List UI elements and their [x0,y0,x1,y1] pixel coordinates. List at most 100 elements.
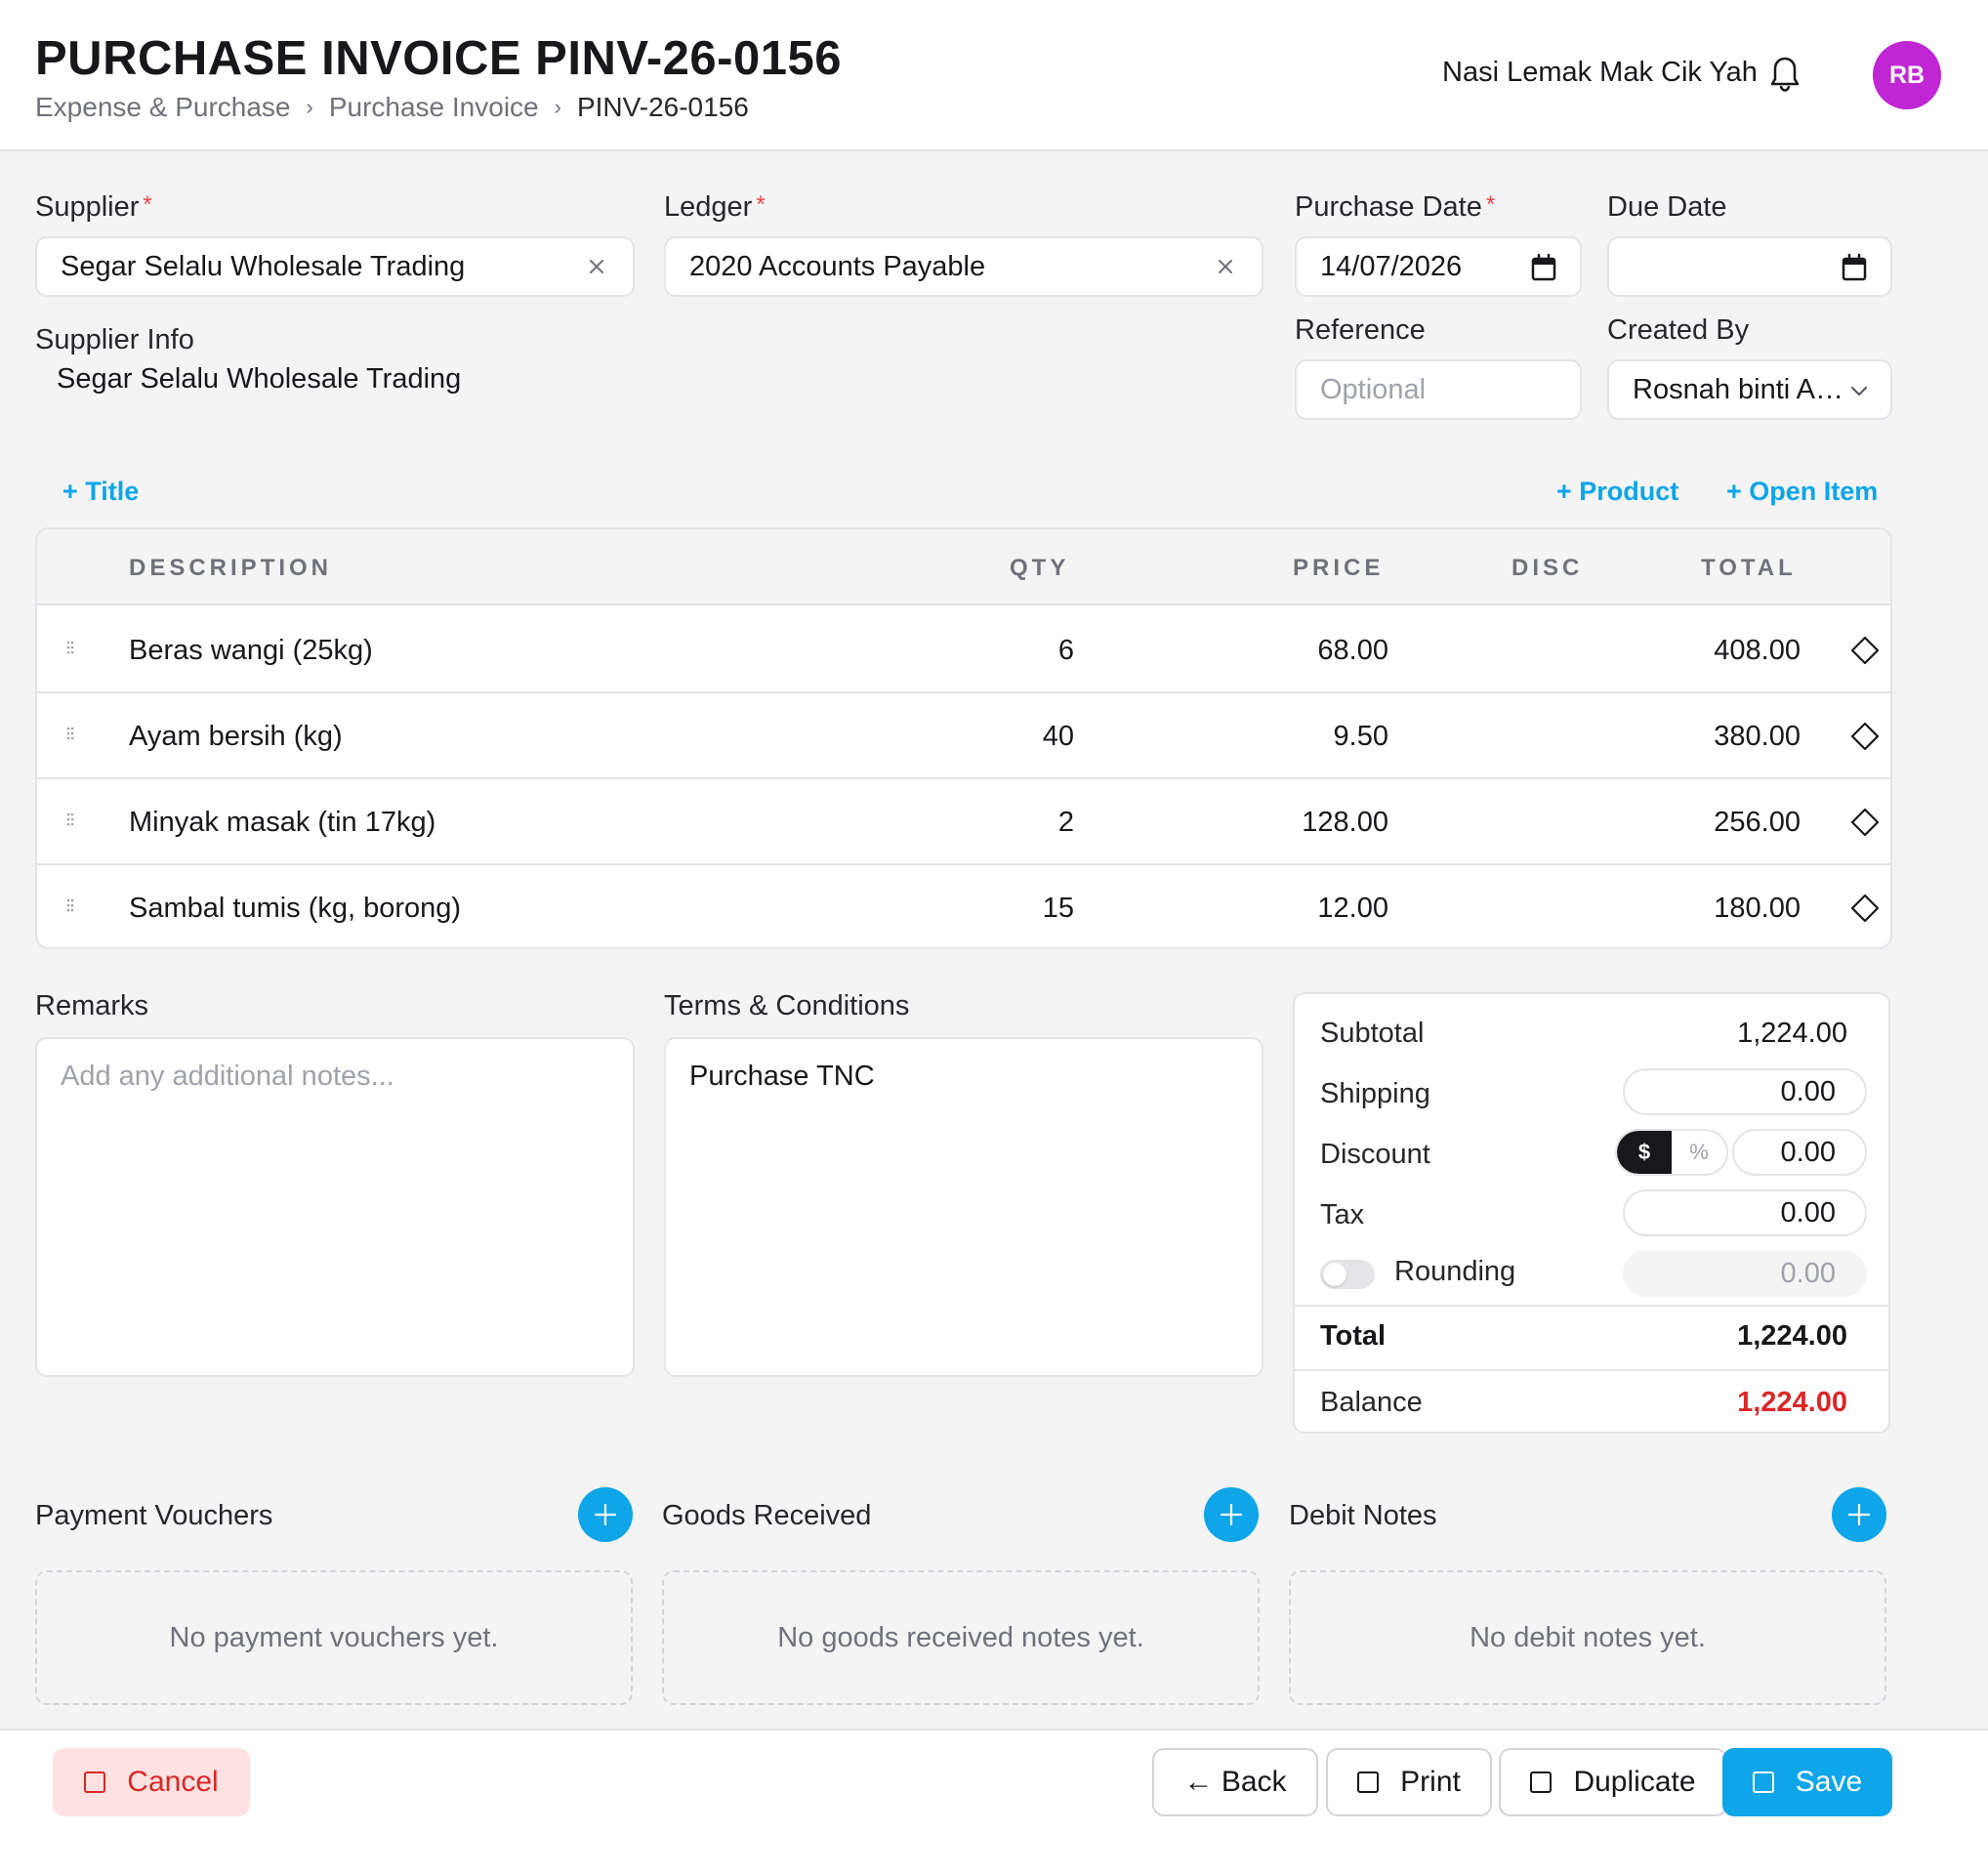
item-price[interactable]: 68.00 [1317,635,1388,666]
balance-label: Balance [1320,1387,1423,1418]
diamond-icon[interactable] [1849,893,1881,924]
item-qty[interactable]: 2 [1057,807,1074,838]
drag-handle-icon[interactable] [66,641,74,658]
item-qty[interactable]: 15 [1042,893,1074,924]
breadcrumb-item-current: PINV-26-0156 [576,92,749,122]
ledger-select[interactable]: 2020 Accounts Payable [664,236,1263,297]
payment-vouchers-empty: No payment vouchers yet. [35,1570,633,1705]
purchase-date-label: Purchase Date * [1295,191,1496,223]
item-description[interactable]: Minyak masak (tin 17kg) [129,807,436,838]
cancel-button[interactable]: Cancel [53,1748,250,1816]
item-price[interactable]: 12.00 [1317,893,1388,924]
total-label: Total [1320,1320,1387,1352]
item-total: 180.00 [1714,893,1801,924]
reference-input[interactable]: Optional [1295,359,1582,420]
drag-handle-icon[interactable] [66,812,74,830]
item-qty[interactable]: 40 [1042,721,1074,752]
balance-value: 1,224.00 [1737,1387,1847,1418]
calendar-icon[interactable] [1529,252,1558,283]
reference-placeholder: Optional [1320,373,1427,405]
table-row[interactable]: Ayam bersih (kg) 40 9.50 380.00 [37,693,1890,779]
breadcrumb: Expense & Purchase › Purchase Invoice › … [35,92,749,123]
column-header-price: PRICE [1293,555,1385,581]
clear-icon[interactable] [1213,254,1238,279]
created-by-label: Created By [1607,314,1750,346]
subtotal-value: 1,224.00 [1737,1018,1847,1049]
created-by-select[interactable]: Rosnah binti A… [1607,359,1892,420]
tax-input[interactable]: 0.00 [1623,1189,1867,1236]
avatar[interactable]: RB [1873,41,1941,109]
discount-mode-dollar[interactable]: $ [1617,1131,1672,1174]
tax-label: Tax [1320,1199,1365,1230]
due-date-label: Due Date [1607,191,1727,223]
save-button[interactable]: Save [1722,1748,1892,1816]
supplier-select[interactable]: Segar Selalu Wholesale Trading [35,236,635,297]
print-button[interactable]: Print [1326,1748,1492,1816]
calendar-icon[interactable] [1840,252,1869,283]
goods-received-title: Goods Received [662,1500,872,1531]
ledger-label: Ledger * [664,191,766,223]
debit-notes-empty: No debit notes yet. [1289,1570,1886,1705]
divider [1295,1305,1888,1307]
supplier-value: Segar Selalu Wholesale Trading [61,250,466,282]
drag-handle-icon[interactable] [66,727,74,744]
total-value: 1,224.00 [1737,1320,1847,1352]
clear-icon[interactable] [584,254,609,279]
reference-label: Reference [1295,314,1426,346]
diamond-icon[interactable] [1849,721,1881,752]
add-debit-note-button[interactable] [1832,1487,1886,1542]
item-total: 380.00 [1714,721,1801,752]
add-title-link[interactable]: + Title [62,477,140,506]
page-title: PURCHASE INVOICE PINV-26-0156 [35,32,842,85]
add-payment-voucher-button[interactable] [578,1487,633,1542]
remarks-textarea[interactable]: Add any additional notes... [35,1037,635,1377]
square-icon [1530,1771,1553,1793]
square-icon [1357,1771,1380,1793]
plus-icon [1220,1503,1243,1526]
column-header-description: DESCRIPTION [129,555,333,581]
rounding-toggle[interactable] [1320,1260,1375,1289]
due-date-field[interactable] [1607,236,1892,297]
diamond-icon[interactable] [1849,807,1881,838]
terms-textarea[interactable]: Purchase TNC [664,1037,1263,1377]
breadcrumb-item-expense-purchase[interactable]: Expense & Purchase [35,92,291,122]
add-open-item-link[interactable]: + Open Item [1726,477,1879,506]
save-button-label: Save [1795,1766,1863,1798]
breadcrumb-item-purchase-invoice[interactable]: Purchase Invoice [328,92,539,122]
item-total: 256.00 [1714,807,1801,838]
rounding-label: Rounding [1394,1256,1516,1287]
diamond-icon[interactable] [1849,635,1881,666]
table-row[interactable]: Sambal tumis (kg, borong) 15 12.00 180.0… [37,865,1890,947]
item-description[interactable]: Sambal tumis (kg, borong) [129,893,462,924]
remarks-placeholder: Add any additional notes... [61,1061,394,1092]
toggle-knob [1323,1263,1346,1286]
divider [1295,1369,1888,1371]
discount-mode-percent[interactable]: % [1689,1140,1709,1164]
item-description[interactable]: Ayam bersih (kg) [129,721,343,752]
breadcrumb-separator-icon: › [554,95,561,119]
column-header-qty: QTY [1010,555,1070,581]
back-button[interactable]: ← Back [1152,1748,1318,1816]
company-name: Nasi Lemak Mak Cik Yah [1442,57,1758,88]
item-description[interactable]: Beras wangi (25kg) [129,635,373,666]
shipping-input[interactable]: 0.00 [1623,1068,1867,1115]
payment-vouchers-title: Payment Vouchers [35,1500,273,1531]
discount-input[interactable]: 0.00 [1732,1129,1867,1176]
purchase-date-field[interactable]: 14/07/2026 [1295,236,1582,297]
item-qty[interactable]: 6 [1057,635,1074,666]
rounding-input: 0.00 [1623,1250,1867,1297]
bell-icon[interactable] [1769,55,1801,94]
table-row[interactable]: Minyak masak (tin 17kg) 2 128.00 256.00 [37,779,1890,865]
add-goods-received-button[interactable] [1204,1487,1259,1542]
item-price[interactable]: 9.50 [1333,721,1388,752]
table-row[interactable]: Beras wangi (25kg) 6 68.00 408.00 [37,607,1890,693]
supplier-info-label: Supplier Info [35,324,194,355]
add-product-link[interactable]: + Product [1556,477,1679,506]
duplicate-button[interactable]: Duplicate [1499,1748,1727,1816]
totals-panel: Subtotal 1,224.00 Shipping 0.00 Discount… [1293,992,1890,1434]
subtotal-label: Subtotal [1320,1018,1425,1049]
shipping-label: Shipping [1320,1078,1430,1109]
discount-mode-toggle[interactable]: $ % [1615,1129,1728,1176]
item-price[interactable]: 128.00 [1302,807,1388,838]
drag-handle-icon[interactable] [66,898,74,916]
